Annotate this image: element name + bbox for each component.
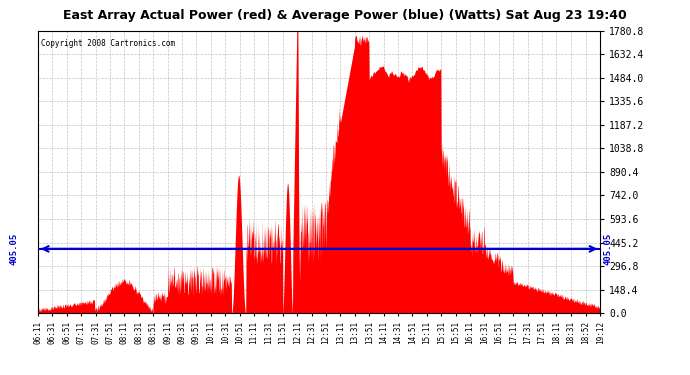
Text: 405.05: 405.05 bbox=[604, 233, 613, 265]
Text: East Array Actual Power (red) & Average Power (blue) (Watts) Sat Aug 23 19:40: East Array Actual Power (red) & Average … bbox=[63, 9, 627, 22]
Text: 405.05: 405.05 bbox=[9, 233, 19, 265]
Text: Copyright 2008 Cartronics.com: Copyright 2008 Cartronics.com bbox=[41, 39, 175, 48]
